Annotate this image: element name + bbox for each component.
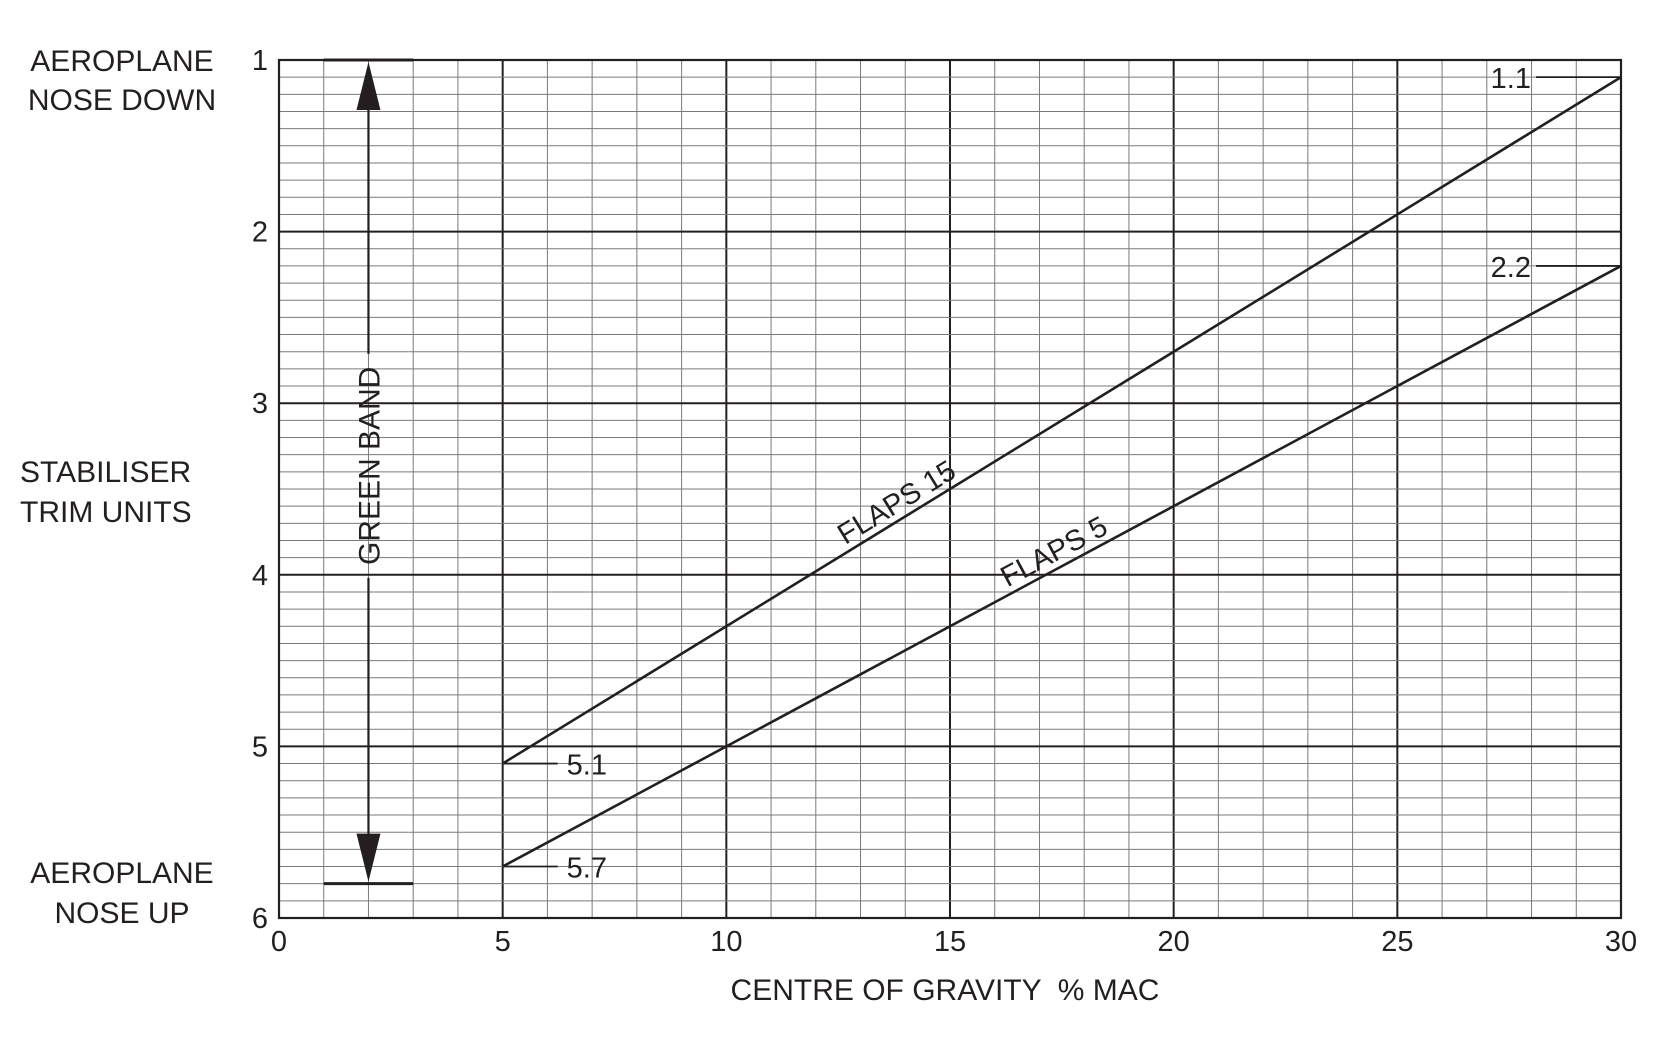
chart-grid <box>277 58 1623 920</box>
y-tick-label: 1 <box>252 45 268 77</box>
x-tick-label: 25 <box>1381 926 1413 958</box>
axis-ticks: 0 5 10 15 20 25 30 1 2 3 4 5 6 <box>252 45 1637 958</box>
x-tick-label: 10 <box>710 926 742 958</box>
nose-down-label-line2: NOSE DOWN <box>28 84 216 117</box>
arrow-up-head <box>356 62 381 110</box>
start-value-label: 5.7 <box>567 853 607 885</box>
green-band-label: GREEN BAND <box>353 367 386 565</box>
plot-border <box>277 58 1623 920</box>
arrow-down-head <box>356 833 381 882</box>
y-tick-label: 3 <box>252 388 268 420</box>
x-tick-label: 15 <box>934 926 966 958</box>
x-axis-title: CENTRE OF GRAVITY % MAC <box>731 974 1160 1007</box>
x-tick-label: 5 <box>495 926 511 958</box>
series-line <box>502 264 1622 868</box>
x-tick-label: 30 <box>1605 926 1637 958</box>
x-tick-label: 0 <box>271 926 287 958</box>
end-value-label: 2.2 <box>1491 252 1531 284</box>
series-line <box>501 76 1622 765</box>
end-value-label: 1.1 <box>1491 63 1531 95</box>
x-tick-label: 20 <box>1158 926 1190 958</box>
nose-up-label-line2: NOSE UP <box>54 897 189 930</box>
y-tick-label: 6 <box>252 903 268 935</box>
y-tick-label: 4 <box>252 560 268 592</box>
y-tick-label: 2 <box>252 217 268 249</box>
y-tick-label: 5 <box>252 731 268 763</box>
nose-down-label-line1: AEROPLANE <box>30 45 213 78</box>
y-axis-title-line2: TRIM UNITS <box>20 496 192 529</box>
series-name-label: FLAPS 15 <box>832 455 961 551</box>
nose-up-label-line1: AEROPLANE <box>30 857 213 890</box>
y-axis-title-line1: STABILISER <box>20 456 191 489</box>
green-band: GREEN BAND <box>323 58 414 886</box>
start-value-label: 5.1 <box>567 750 607 782</box>
